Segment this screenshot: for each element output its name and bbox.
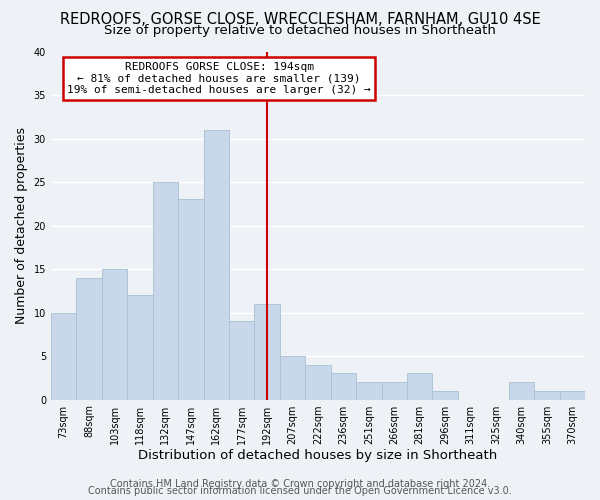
Bar <box>509 382 534 400</box>
Y-axis label: Number of detached properties: Number of detached properties <box>15 127 28 324</box>
Bar <box>356 382 382 400</box>
X-axis label: Distribution of detached houses by size in Shortheath: Distribution of detached houses by size … <box>139 450 497 462</box>
Bar <box>331 374 356 400</box>
Text: Size of property relative to detached houses in Shortheath: Size of property relative to detached ho… <box>104 24 496 37</box>
Bar <box>407 374 433 400</box>
Bar <box>560 391 585 400</box>
Bar <box>51 312 76 400</box>
Bar <box>203 130 229 400</box>
Text: Contains public sector information licensed under the Open Government Licence v3: Contains public sector information licen… <box>88 486 512 496</box>
Bar <box>152 182 178 400</box>
Bar <box>280 356 305 400</box>
Bar <box>305 365 331 400</box>
Bar <box>433 391 458 400</box>
Text: REDROOFS, GORSE CLOSE, WRECCLESHAM, FARNHAM, GU10 4SE: REDROOFS, GORSE CLOSE, WRECCLESHAM, FARN… <box>59 12 541 26</box>
Bar <box>534 391 560 400</box>
Bar <box>102 269 127 400</box>
Bar <box>76 278 102 400</box>
Bar <box>254 304 280 400</box>
Bar <box>229 322 254 400</box>
Bar <box>382 382 407 400</box>
Bar <box>178 200 203 400</box>
Bar <box>127 295 152 400</box>
Text: Contains HM Land Registry data © Crown copyright and database right 2024.: Contains HM Land Registry data © Crown c… <box>110 479 490 489</box>
Text: REDROOFS GORSE CLOSE: 194sqm
← 81% of detached houses are smaller (139)
19% of s: REDROOFS GORSE CLOSE: 194sqm ← 81% of de… <box>67 62 371 95</box>
